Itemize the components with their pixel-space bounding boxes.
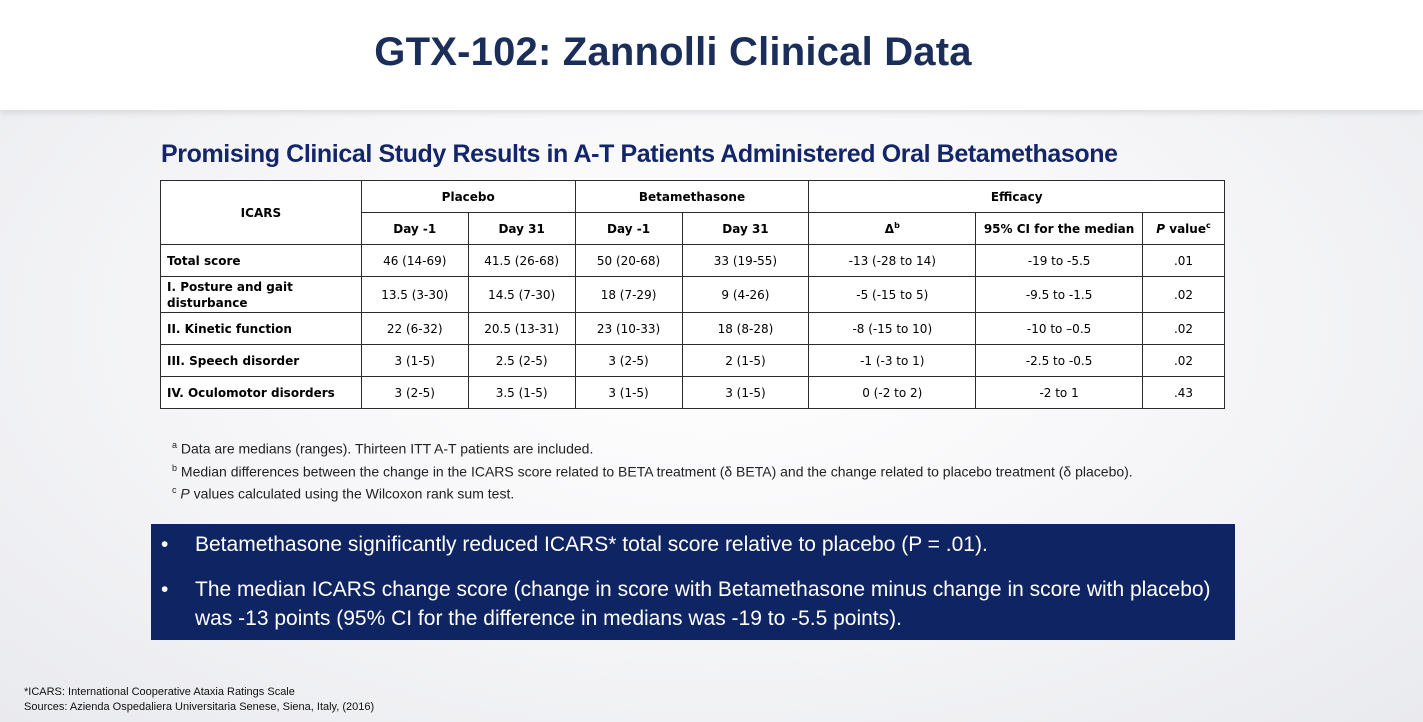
efficacy-header: Efficacy — [808, 180, 1225, 213]
footnote-mark: a — [172, 440, 178, 450]
table-cell: 50 (20-68) — [574, 244, 683, 277]
row-label: I. Posture and gait disturbance — [160, 276, 362, 313]
table-row: IV. Oculomotor disorders 3 (2-5) 3.5 (1-… — [160, 376, 1225, 409]
bullet-icon: • — [161, 533, 169, 556]
table-header-row: ICARS Placebo Betamethasone Efficacy — [160, 180, 1225, 245]
table-cell: -19 to -5.5 — [975, 244, 1143, 277]
table-row: Total score 46 (14-69) 41.5 (26-68) 50 (… — [160, 244, 1225, 277]
table-cell: -2.5 to -0.5 — [975, 344, 1143, 377]
table-cell: 33 (19-55) — [681, 244, 810, 277]
table-cell: -8 (-15 to 10) — [808, 312, 977, 345]
table-cell: 3 (1-5) — [681, 376, 810, 409]
table-cell: 3 (1-5) — [574, 376, 683, 409]
placebo-day-minus1-header: Day -1 — [360, 212, 469, 245]
table-footnotes: a Data are medians (ranges). Thirteen IT… — [172, 436, 1272, 504]
footnote-text: Data are medians (ranges). Thirteen ITT … — [177, 440, 594, 457]
table-cell: 18 (8-28) — [681, 312, 810, 345]
table-cell: .01 — [1142, 244, 1225, 277]
slide-subtitle: Promising Clinical Study Results in A-T … — [161, 140, 1118, 168]
table-cell: -10 to –0.5 — [975, 312, 1143, 345]
table-cell: -13 (-28 to 14) — [808, 244, 977, 277]
table-cell: 2 (1-5) — [681, 344, 810, 377]
table-cell: .02 — [1142, 312, 1225, 345]
footnote-c: c P values calculated using the Wilcoxon… — [172, 481, 1272, 504]
footnote-p: P — [176, 485, 190, 502]
footnote-mark: b — [172, 462, 178, 473]
table-row: II. Kinetic function 22 (6-32) 20.5 (13-… — [160, 312, 1225, 345]
delta-footnote-mark: b — [894, 221, 900, 230]
table-cell: -9.5 to -1.5 — [975, 276, 1143, 313]
table-cell: .43 — [1142, 376, 1225, 409]
pvalue-p: P — [1156, 222, 1166, 236]
table-cell: .02 — [1142, 276, 1225, 313]
table-cell: 18 (7-29) — [574, 276, 683, 313]
table-subheader-row: Day -1 Day 31 Day -1 Day 31 Δb 95% CI fo… — [161, 212, 1225, 245]
table-cell: 22 (6-32) — [360, 312, 469, 345]
table-cell: 3.5 (1-5) — [467, 376, 576, 409]
table-row: III. Speech disorder 3 (1-5) 2.5 (2-5) 3… — [160, 344, 1225, 377]
icars-definition: *ICARS: International Cooperative Ataxia… — [24, 686, 295, 698]
table-cell: -5 (-15 to 5) — [808, 276, 977, 313]
betamethasone-header: Betamethasone — [574, 180, 810, 213]
table-cell: 2.5 (2-5) — [467, 344, 576, 377]
table-cell: 23 (10-33) — [574, 312, 683, 345]
table-cell: 20.5 (13-31) — [467, 312, 576, 345]
findings-list: • Betamethasone significantly reduced ICA… — [161, 530, 1215, 633]
row-label: III. Speech disorder — [160, 344, 362, 377]
row-label: II. Kinetic function — [160, 312, 362, 345]
slide-footer: *ICARS: International Cooperative Ataxia… — [24, 685, 374, 715]
icars-header: ICARS — [160, 180, 362, 245]
key-findings-callout: • Betamethasone significantly reduced ICA… — [151, 524, 1235, 640]
page-title: GTX-102: Zannolli Clinical Data — [374, 30, 972, 74]
finding-text: Betamethasone significantly reduced ICAR… — [195, 533, 988, 556]
ci-header: 95% CI for the median — [975, 212, 1143, 245]
placebo-day31-header: Day 31 — [467, 212, 576, 245]
slide-header — [0, 0, 1423, 110]
table-cell: -1 (-3 to 1) — [808, 344, 977, 377]
table-cell: 0 (-2 to 2) — [808, 376, 977, 409]
beta-day-minus1-header: Day -1 — [574, 212, 683, 245]
pvalue-header: P valuec — [1142, 212, 1225, 245]
pvalue-label: value — [1165, 222, 1206, 236]
pvalue-footnote-mark: c — [1205, 221, 1211, 230]
table-cell: 13.5 (3-30) — [360, 276, 469, 313]
icars-results-table: ICARS Placebo Betamethasone Efficacy Day… — [160, 180, 1225, 409]
table-cell: 9 (4-26) — [681, 276, 810, 313]
footnote-a: a Data are medians (ranges). Thirteen IT… — [172, 436, 1272, 459]
row-label: Total score — [160, 244, 362, 277]
row-label: IV. Oculomotor disorders — [160, 376, 362, 409]
placebo-header: Placebo — [360, 180, 576, 213]
footnote-text: values calculated using the Wilcoxon ran… — [189, 485, 515, 502]
table-cell: 14.5 (7-30) — [467, 276, 576, 313]
table-cell: 3 (1-5) — [360, 344, 469, 377]
footnote-b: b Median differences between the change … — [172, 459, 1272, 482]
list-item: • The median ICARS change score (change i… — [161, 575, 1215, 633]
table-row: I. Posture and gait disturbance 13.5 (3-… — [160, 276, 1225, 313]
table-cell: 3 (2-5) — [574, 344, 683, 377]
table-cell: -2 to 1 — [975, 376, 1143, 409]
beta-day31-header: Day 31 — [681, 212, 810, 245]
table-cell: 46 (14-69) — [360, 244, 469, 277]
delta-symbol: Δ — [884, 222, 895, 236]
footnote-text: Median differences between the change in… — [177, 463, 1133, 480]
delta-header: Δb — [808, 212, 977, 245]
list-item: • Betamethasone significantly reduced ICA… — [161, 530, 1215, 559]
footnote-mark: c — [172, 485, 177, 496]
table-cell: .02 — [1142, 344, 1225, 377]
table-cell: 41.5 (26-68) — [467, 244, 576, 277]
table-cell: 3 (2-5) — [360, 376, 469, 409]
sources: Sources: Azienda Ospedaliera Universitar… — [24, 701, 375, 713]
bullet-icon: • — [161, 578, 169, 601]
finding-text: The median ICARS change score (change in… — [195, 578, 1211, 630]
